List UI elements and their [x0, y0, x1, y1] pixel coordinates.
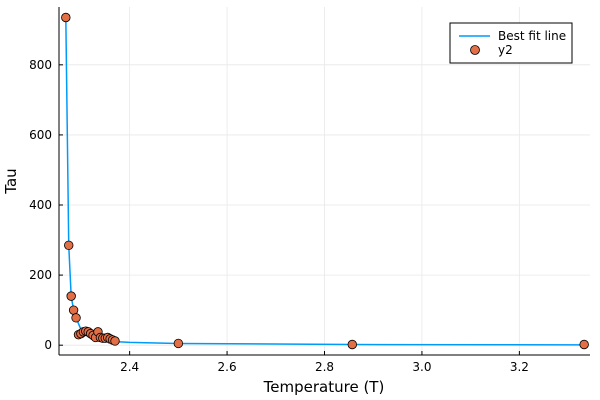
y2-data-point: [71, 313, 81, 323]
x-tick-label: 3.0: [412, 360, 431, 374]
y-ticks: 0 200 400 600 800: [29, 58, 63, 352]
y-tick-label: 800: [29, 58, 52, 72]
plot-series: [61, 12, 589, 350]
x-ticks: 2.4 2.6 2.8 3.0 3.2: [120, 351, 529, 374]
legend-label-y2: y2: [498, 43, 513, 57]
y2-data-point: [579, 339, 589, 350]
legend: Best fit line y2: [449, 22, 573, 64]
y2-data-point: [64, 240, 74, 251]
x-tick-label: 2.4: [120, 360, 139, 374]
y2-data-point: [66, 291, 76, 301]
y2-data-point: [68, 305, 79, 315]
grid: [59, 7, 590, 355]
y2-data-point: [110, 336, 120, 346]
x-tick-label: 3.2: [510, 360, 529, 374]
y-tick-label: 600: [29, 128, 52, 142]
y-tick-label: 400: [29, 198, 52, 212]
y-tick-label: 0: [44, 338, 52, 352]
x-tick-label: 2.6: [218, 360, 237, 374]
y-tick-label: 200: [29, 268, 52, 282]
legend-box: [449, 22, 573, 64]
legend-marker-swatch: [470, 45, 480, 55]
y2-data-point: [173, 338, 184, 349]
y-axis-title: Tau: [2, 168, 20, 194]
y2-data-point: [61, 12, 71, 23]
x-axis-title: Temperature (T): [263, 378, 385, 396]
legend-label-best-fit-line: Best fit line: [498, 29, 566, 43]
x-tick-label: 2.8: [315, 360, 334, 374]
y2-data-point: [347, 339, 357, 350]
